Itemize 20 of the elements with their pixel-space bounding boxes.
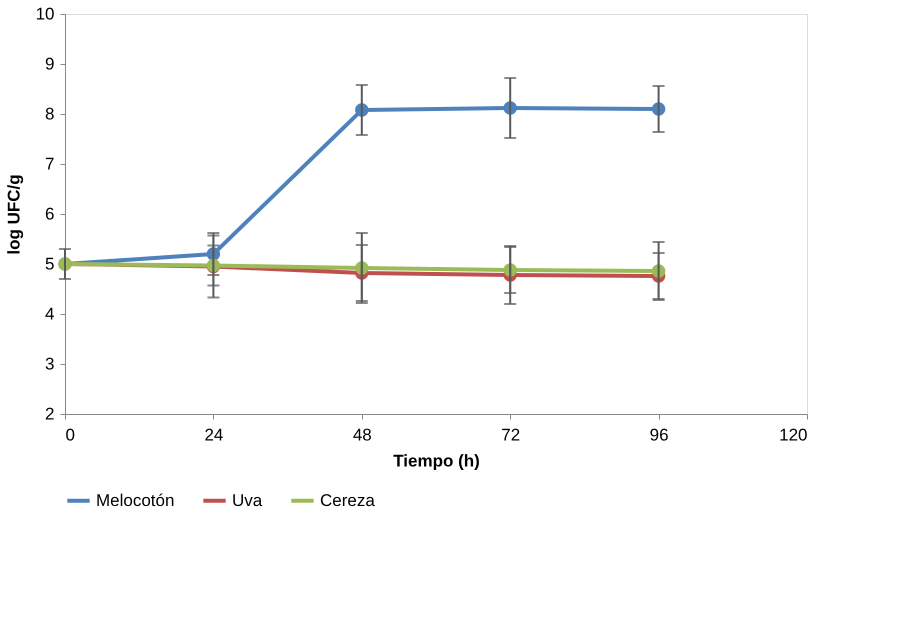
x-tick-label: 48	[352, 426, 372, 444]
y-tick-label: 8	[45, 104, 54, 124]
y-tick-label: 3	[45, 354, 54, 374]
legend-label: Uva	[232, 490, 263, 510]
x-tick-label: 24	[204, 426, 224, 444]
legend-label: Melocotón	[96, 490, 174, 510]
y-tick-label: 4	[45, 304, 54, 324]
y-tick-label: 6	[45, 204, 54, 224]
x-axis-title: Tiempo (h)	[393, 452, 480, 470]
legend-label: Cereza	[320, 490, 376, 510]
x-tick-label: 0	[66, 426, 75, 444]
y-tick-label: 10	[36, 4, 54, 24]
y-tick-label: 7	[45, 154, 54, 174]
y-tick-label: 9	[45, 54, 54, 74]
x-tick-label: 72	[501, 426, 520, 444]
y-axis-title: log UFC/g	[4, 174, 24, 255]
x-tick-label: 96	[650, 426, 669, 444]
y-tick-label: 2	[45, 404, 54, 424]
x-tick-label: 120	[779, 426, 808, 444]
y-tick-label: 5	[45, 254, 54, 274]
